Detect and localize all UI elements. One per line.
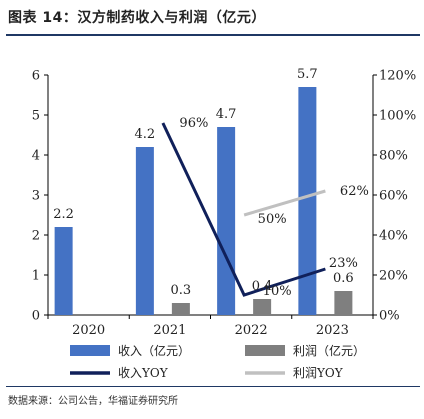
bar-1-2022 xyxy=(253,299,272,315)
source-rule xyxy=(6,386,420,387)
line-收入YOY xyxy=(161,122,326,297)
bar-0-2020 xyxy=(54,227,73,315)
y-left-tick-label: 4 xyxy=(32,149,40,164)
legend-swatch-0 xyxy=(70,345,110,356)
y-left-tick-label: 3 xyxy=(32,189,40,204)
bar-1-2021 xyxy=(171,303,190,315)
bar-0-2023 xyxy=(298,87,317,315)
line-data-label: 62% xyxy=(340,184,369,199)
bar-data-label: 4.7 xyxy=(216,107,237,122)
y-right-tick-label: 0% xyxy=(379,309,400,324)
chart-data-labels: 2.2 4.2 4.7 5.7 0.3 0.4 0.6 96% 10% 23% 50% 62% xyxy=(53,67,369,299)
y-right-tick-label: 60% xyxy=(379,189,408,204)
x-tick-label: 2022 xyxy=(235,323,268,338)
y-left-tick-label: 1 xyxy=(32,269,40,284)
line-data-label: 23% xyxy=(329,256,358,271)
bar-data-label: 0.4 xyxy=(252,279,273,294)
line-data-label: 96% xyxy=(179,116,208,131)
line-利润YOY xyxy=(243,189,326,217)
legend-label-0: 收入（亿元） xyxy=(118,343,190,358)
y-right-tick-label: 120% xyxy=(379,69,416,84)
legend-swatch-1 xyxy=(245,345,285,356)
bar-data-label: 4.2 xyxy=(135,127,156,142)
bar-1-2023 xyxy=(334,291,353,315)
bar-data-label: 0.6 xyxy=(333,271,354,286)
y-right-tick-label: 100% xyxy=(379,109,416,124)
y-right-tick-label: 40% xyxy=(379,229,408,244)
source-note: 数据来源：公司公告，华福证券研究所 xyxy=(8,396,178,407)
y-left-tick-label: 6 xyxy=(32,69,40,84)
y-left-tick-label: 0 xyxy=(32,309,40,324)
line-data-label: 10% xyxy=(263,284,292,299)
x-tick-label: 2021 xyxy=(153,323,186,338)
chart-title: 图表 14：汉方制药收入与利润（亿元） xyxy=(8,10,266,26)
y-left-tick-label: 2 xyxy=(32,229,40,244)
x-tick-label: 2020 xyxy=(72,323,105,338)
legend-label-3: 利润YOY xyxy=(293,366,344,380)
bar-data-label: 2.2 xyxy=(53,207,74,222)
bar-0-2021 xyxy=(135,147,154,315)
legend-label-2: 收入YOY xyxy=(118,366,169,380)
chart-legend: 收入（亿元） 利润（亿元） 收入YOY 利润YOY xyxy=(70,343,365,380)
bar-data-label: 0.3 xyxy=(171,283,192,298)
title-rule xyxy=(6,34,420,36)
chart-lines xyxy=(161,122,326,297)
legend-label-1: 利润（亿元） xyxy=(293,343,365,358)
y-left-tick-label: 5 xyxy=(32,109,40,124)
y-right-tick-label: 80% xyxy=(379,149,408,164)
x-tick-label: 2023 xyxy=(316,323,349,338)
y-right-tick-label: 20% xyxy=(379,269,408,284)
bar-data-label: 5.7 xyxy=(297,67,318,82)
bar-0-2022 xyxy=(217,127,236,315)
line-data-label: 50% xyxy=(258,212,287,227)
